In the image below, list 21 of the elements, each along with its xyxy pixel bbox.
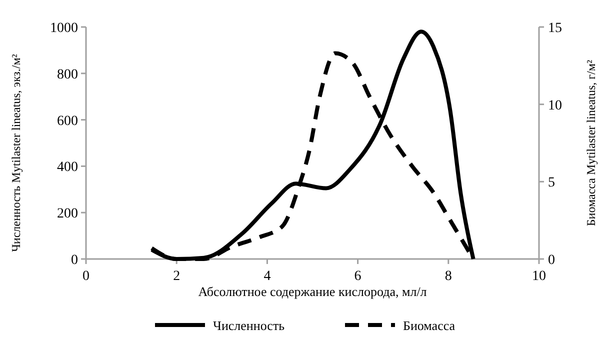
y-axis-title: Численность Mytilaster lineatus, экз./м²	[9, 54, 23, 252]
x-tick-label: 10	[532, 269, 546, 284]
y-tick-label: 1000	[50, 21, 78, 36]
x-tick-label: 6	[354, 269, 362, 284]
y2-tick-label: 0	[548, 253, 555, 268]
legend-label: Биомасса	[403, 318, 456, 333]
y-tick-label: 800	[57, 67, 78, 82]
y2-tick-label: 15	[548, 21, 562, 36]
y-tick-label: 200	[57, 206, 78, 222]
x-tick-label: 0	[82, 269, 90, 284]
y2-axis-title: Биомасса Mytilaster lineatus, г/м²	[584, 60, 598, 226]
y2-tick-label: 5	[548, 176, 555, 191]
y-tick-label: 0	[71, 253, 78, 268]
legend-label: Численность	[213, 318, 285, 333]
y-tick-label: 600	[57, 114, 78, 129]
y-tick-label: 400	[57, 160, 78, 176]
x-tick-label: 4	[264, 269, 271, 284]
x-tick-label: 8	[444, 269, 452, 284]
y2-tick-label: 10	[548, 98, 562, 114]
x-axis-title: Абсолютное содержание кислорода, мл/л	[198, 284, 428, 299]
x-tick-label: 2	[173, 269, 180, 284]
